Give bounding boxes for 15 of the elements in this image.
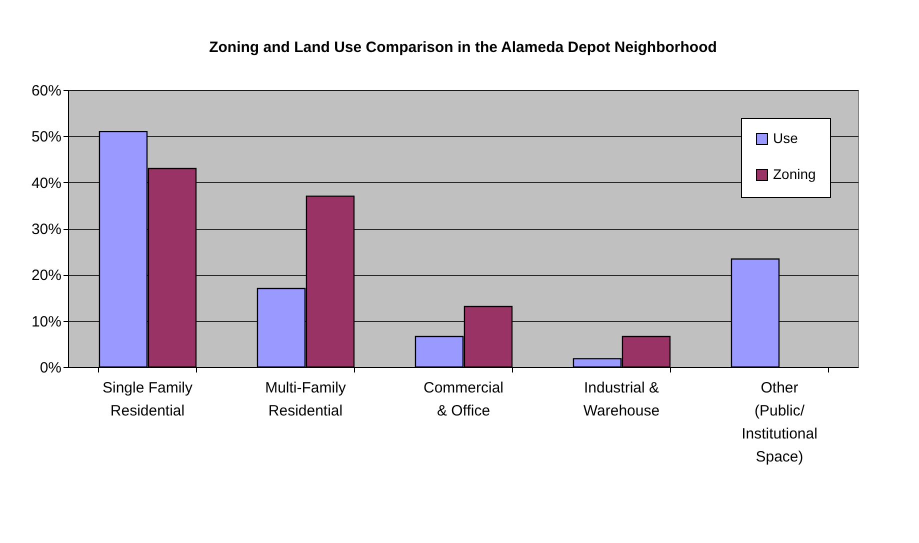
x-tick-label: Multi-Family Residential (265, 380, 346, 420)
x-tick-label: Other (Public/ Institutional Space) (742, 380, 818, 466)
y-tick-label: 10% (31, 313, 62, 330)
x-tick-label: Single Family Residential (102, 380, 194, 420)
legend-label: Use (773, 130, 798, 146)
y-tick-label: 50% (31, 128, 62, 146)
legend-label: Zoning (773, 166, 816, 182)
y-tick-label: 0% (40, 360, 62, 376)
chart-title: Zoning and Land Use Comparison in the Alameda Depot Neighborhood (209, 39, 717, 56)
x-tick-label: Industrial & Warehouse (583, 380, 660, 420)
x-tick-label: Commercial & Office (423, 380, 504, 420)
y-tick-label: 60% (31, 82, 62, 100)
y-tick-label: 30% (31, 221, 62, 238)
y-tick-label: 20% (31, 267, 62, 284)
y-tick-label: 40% (31, 174, 62, 192)
